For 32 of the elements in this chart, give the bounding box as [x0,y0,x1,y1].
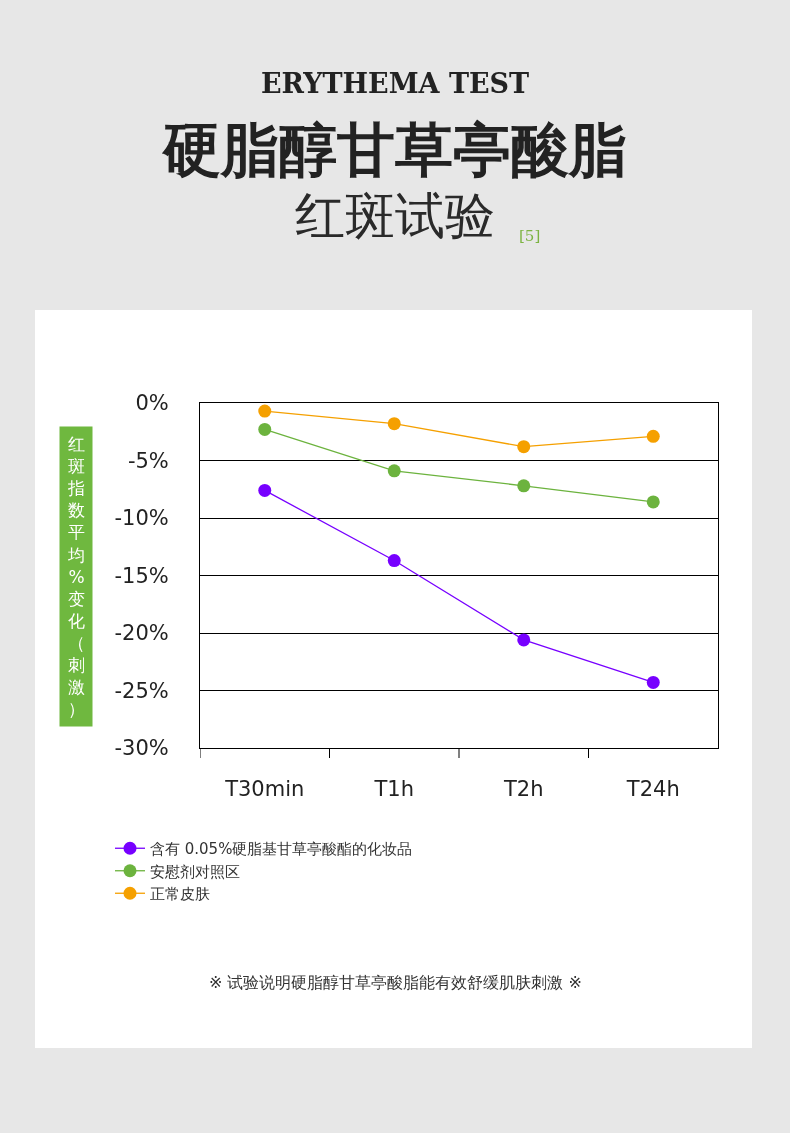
y-tick-label: 0% [135,391,169,416]
chart-title: 硬脂醇甘草亭酸脂 [161,116,627,185]
point [517,479,531,493]
text: ※ 试验说明硬脂醇甘草亭酸脂能有效舒缓肌肤刺激 ※ [209,973,582,992]
legend-label: 含有 0.05%硬脂基甘草亭酸酯的化妆品 [150,840,413,859]
point [387,464,401,478]
point [646,495,660,509]
point [258,483,272,497]
point [387,554,401,568]
x-tick-label: T2h [503,777,544,802]
y-tick-label: -30% [114,736,169,761]
point [258,404,272,418]
x-tick-label: T30min [224,777,305,802]
y-tick-label: -10% [114,506,169,531]
point [517,633,531,647]
point [517,440,531,454]
y-tick-label: -5% [127,448,169,473]
y-tick-label: -20% [114,621,169,646]
legend-label: 正常皮肤 [150,885,210,904]
point [387,417,401,431]
point [258,422,272,436]
y-tick-label: -25% [114,678,169,703]
x-tick-label: T24h [625,777,680,802]
text: ERYTHEMA TEST [261,68,530,99]
chart-subtitle: 红斑试验 [295,187,495,245]
y-tick-label: -15% [114,563,169,588]
point [646,429,660,443]
text: 红斑指数平均%变化（刺激） [68,434,85,720]
point [646,675,660,689]
text: [5] [519,227,541,245]
legend-label: 安慰剂对照区 [150,862,240,881]
x-tick-label: T1h [373,777,414,802]
